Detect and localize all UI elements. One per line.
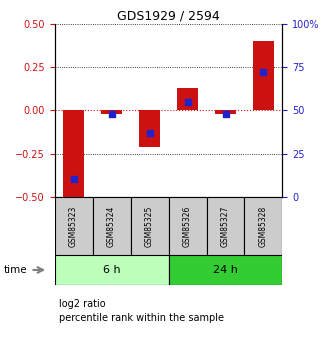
Bar — [253, 41, 274, 110]
Text: GSM85327: GSM85327 — [221, 205, 230, 247]
Title: GDS1929 / 2594: GDS1929 / 2594 — [117, 10, 220, 23]
Point — [71, 177, 76, 182]
Text: time: time — [3, 265, 27, 275]
Bar — [206, 197, 245, 255]
Bar — [131, 197, 169, 255]
Text: log2 ratio: log2 ratio — [59, 299, 106, 309]
Bar — [177, 88, 198, 110]
Bar — [55, 197, 92, 255]
Bar — [63, 110, 84, 200]
Bar — [55, 255, 169, 285]
Text: GSM85325: GSM85325 — [145, 205, 154, 247]
Text: GSM85326: GSM85326 — [183, 205, 192, 247]
Bar — [92, 197, 131, 255]
Point — [147, 130, 152, 136]
Bar — [101, 110, 122, 114]
Point — [261, 70, 266, 75]
Text: GSM85323: GSM85323 — [69, 205, 78, 247]
Bar — [169, 197, 206, 255]
Point — [109, 111, 114, 117]
Bar — [169, 255, 282, 285]
Text: GSM85328: GSM85328 — [259, 205, 268, 247]
Bar — [245, 197, 282, 255]
Text: 6 h: 6 h — [103, 265, 120, 275]
Text: GSM85324: GSM85324 — [107, 205, 116, 247]
Point — [185, 99, 190, 105]
Bar — [215, 110, 236, 114]
Text: percentile rank within the sample: percentile rank within the sample — [59, 313, 224, 323]
Text: 24 h: 24 h — [213, 265, 238, 275]
Bar — [139, 110, 160, 147]
Point — [223, 111, 228, 117]
